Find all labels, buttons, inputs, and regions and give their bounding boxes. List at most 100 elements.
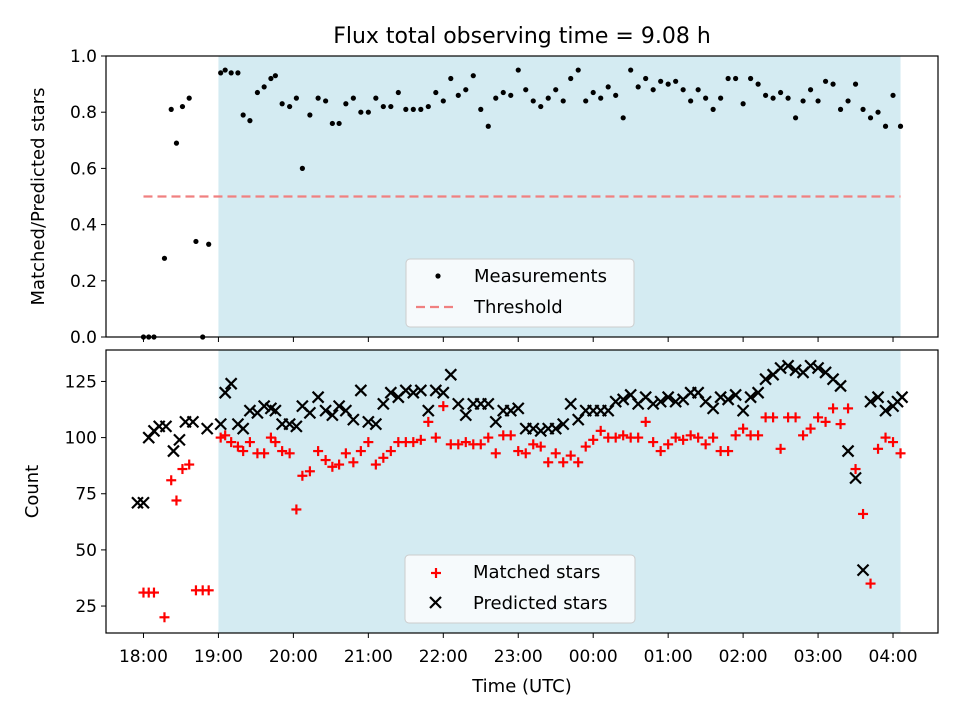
matched-star-point [738, 423, 749, 434]
matched-star-point [723, 446, 734, 457]
measurement-point [515, 67, 521, 73]
predicted-star-point [354, 384, 368, 397]
predicted-star-point [834, 379, 847, 393]
matched-star-point [226, 437, 237, 448]
predicted-star-point-b [362, 415, 375, 429]
bottom-x-tick-label: 03:00 [794, 647, 843, 667]
top-y-axis-label: Matched/Predicted stars [28, 88, 49, 306]
matched-star-point [775, 443, 786, 454]
measurement-point [218, 70, 224, 76]
matched-star-point [270, 437, 281, 448]
matched-star-point [460, 437, 471, 448]
bottom-legend: Matched stars Predicted stars [404, 554, 636, 624]
matched-star-point [828, 403, 839, 414]
predicted-star-point [377, 397, 390, 411]
predicted-star-point [736, 404, 750, 417]
legend-matched-marker [431, 568, 441, 578]
predicted-star-point [429, 384, 443, 397]
top-x-ticks [142, 337, 894, 342]
matched-star-point [708, 432, 719, 443]
matched-star-point [291, 504, 302, 515]
predicted-star-point [804, 359, 817, 373]
matched-star-point [423, 416, 434, 427]
top-legend-box [405, 258, 635, 328]
matched-star-point [655, 446, 666, 457]
predicted-star-point [744, 390, 757, 404]
top-y-tick-label: 1.0 [70, 47, 97, 67]
predicted-star-point-b [804, 359, 817, 373]
predicted-star-point-b [429, 384, 443, 397]
top-y-tick-label: 0.8 [70, 103, 97, 123]
matched-star-point [355, 446, 366, 457]
measurement-point [279, 101, 285, 107]
predicted-star-point [311, 390, 325, 404]
predicted-star-point-b [354, 384, 368, 397]
bottom-x-ticks: 18:00 19:00 20:00 21:00 22:00 23:00 00:00 01:00… [119, 633, 918, 667]
predicted-star-point-b [283, 417, 296, 431]
predicted-star-point [437, 386, 450, 399]
predicted-star-point [534, 424, 548, 438]
matched-star-point [304, 466, 315, 477]
bottom-x-tick-label: 23:00 [494, 647, 543, 667]
matched-star-point [297, 470, 308, 481]
predicted-star-point-b [895, 390, 909, 404]
matched-star-point [618, 430, 629, 441]
top-y-tick-label: 0.6 [70, 159, 97, 179]
measurement-point [643, 75, 649, 82]
predicted-star-point [661, 390, 675, 404]
bottom-x-tick-label: 04:00 [869, 647, 918, 667]
matched-star-point [790, 412, 801, 423]
bottom-x-tick-label: 02:00 [719, 647, 768, 667]
predicted-star-point-b [311, 390, 325, 404]
matched-star-point [798, 430, 809, 441]
measurement-point [240, 112, 246, 118]
matched-star-point [813, 412, 824, 423]
predicted-star-point [167, 444, 180, 458]
predicted-star-point-b [303, 406, 317, 420]
predicted-star-point-b [444, 368, 458, 381]
matched-star-point [693, 432, 704, 443]
measurement-point [882, 123, 889, 129]
top-chart-title: Flux total observing time = 9.08 h [333, 24, 711, 49]
matched-star-point [320, 455, 331, 466]
measurement-point [860, 106, 866, 112]
matched-star-point [528, 439, 539, 450]
measurement-point [725, 75, 731, 82]
matched-star-point [340, 448, 351, 459]
top-y-tick-label: 0.0 [70, 328, 97, 348]
matched-star-point [595, 425, 606, 436]
predicted-star-point-b [564, 397, 577, 411]
measurement-point [740, 101, 746, 107]
predicted-star-point [616, 393, 630, 406]
predicted-star-point-b [422, 404, 435, 417]
predicted-star-point [384, 386, 398, 399]
predicted-star-point [789, 363, 802, 377]
predicted-star-point-b [489, 415, 503, 429]
matched-star-point [313, 446, 324, 457]
measurement-point [688, 98, 694, 104]
measurement-point [553, 87, 559, 93]
measurement-point [161, 255, 168, 261]
predicted-star-point [369, 417, 383, 431]
measurement-point [287, 103, 293, 110]
top-y-tick-label: 0.4 [70, 216, 97, 236]
matched-star-point [453, 439, 464, 450]
measurement-point [673, 78, 679, 84]
predicted-star-point [332, 399, 346, 413]
matched-star-point [580, 441, 591, 452]
measurement-point [530, 98, 536, 104]
matched-star-point [203, 585, 214, 596]
measurement-point [307, 112, 313, 118]
predicted-star-point [159, 420, 173, 433]
measurement-point [373, 95, 379, 101]
measurement-point [228, 70, 234, 76]
matched-star-point [843, 403, 854, 414]
measurement-point [508, 92, 514, 98]
predicted-star-point-b [186, 415, 200, 429]
predicted-star-point [444, 368, 458, 381]
predicted-star-point [283, 417, 296, 431]
matched-star-point [550, 448, 561, 459]
bottom-y-tick-label: 100 [65, 429, 97, 449]
predicted-star-point-b [751, 386, 765, 399]
bottom-axes-frame [105, 349, 939, 634]
